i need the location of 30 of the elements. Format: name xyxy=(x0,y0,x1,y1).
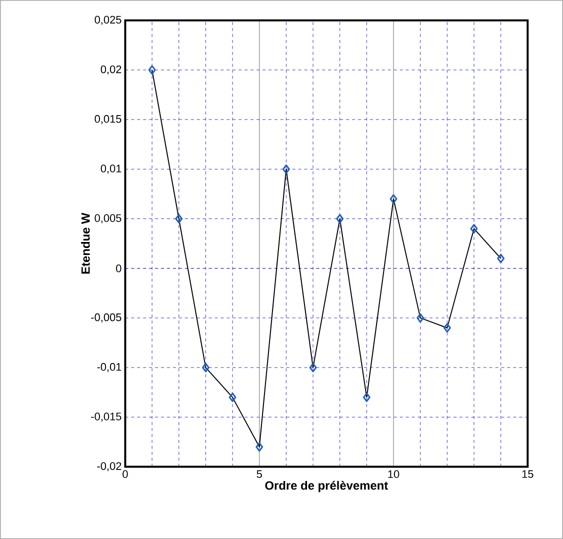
point xyxy=(497,254,505,264)
x-tick-label: 0 xyxy=(122,470,128,478)
y-tick-label: -0,02 xyxy=(97,462,122,472)
point xyxy=(470,224,478,234)
point xyxy=(336,214,344,224)
point xyxy=(228,392,236,402)
x-tick-label: 5 xyxy=(256,470,262,478)
point xyxy=(202,362,210,372)
y-tick-label: 0 xyxy=(116,264,122,272)
y-tick-label: 0,02 xyxy=(100,65,122,74)
point xyxy=(148,65,156,75)
y-axis-title: Etendue W xyxy=(81,212,90,274)
point xyxy=(309,362,317,372)
point xyxy=(256,442,264,452)
y-tick-label: 0,005 xyxy=(94,214,122,224)
x-tick-label: 15 xyxy=(522,470,534,478)
point xyxy=(390,194,398,204)
point xyxy=(362,392,370,402)
point xyxy=(416,313,424,323)
y-tick-label: -0,015 xyxy=(91,412,122,422)
y-tick-label: 0,025 xyxy=(94,16,122,25)
point xyxy=(175,214,183,224)
y-tick-label: 0,01 xyxy=(100,164,122,174)
y-tick-label: 0,015 xyxy=(94,115,122,124)
y-tick-label: -0,01 xyxy=(97,363,122,372)
x-tick-label: 10 xyxy=(388,470,400,478)
x-axis-title: Ordre de prélèvement xyxy=(265,480,388,492)
point xyxy=(282,164,290,174)
y-tick-label: -0,005 xyxy=(91,313,122,322)
point xyxy=(443,323,451,333)
